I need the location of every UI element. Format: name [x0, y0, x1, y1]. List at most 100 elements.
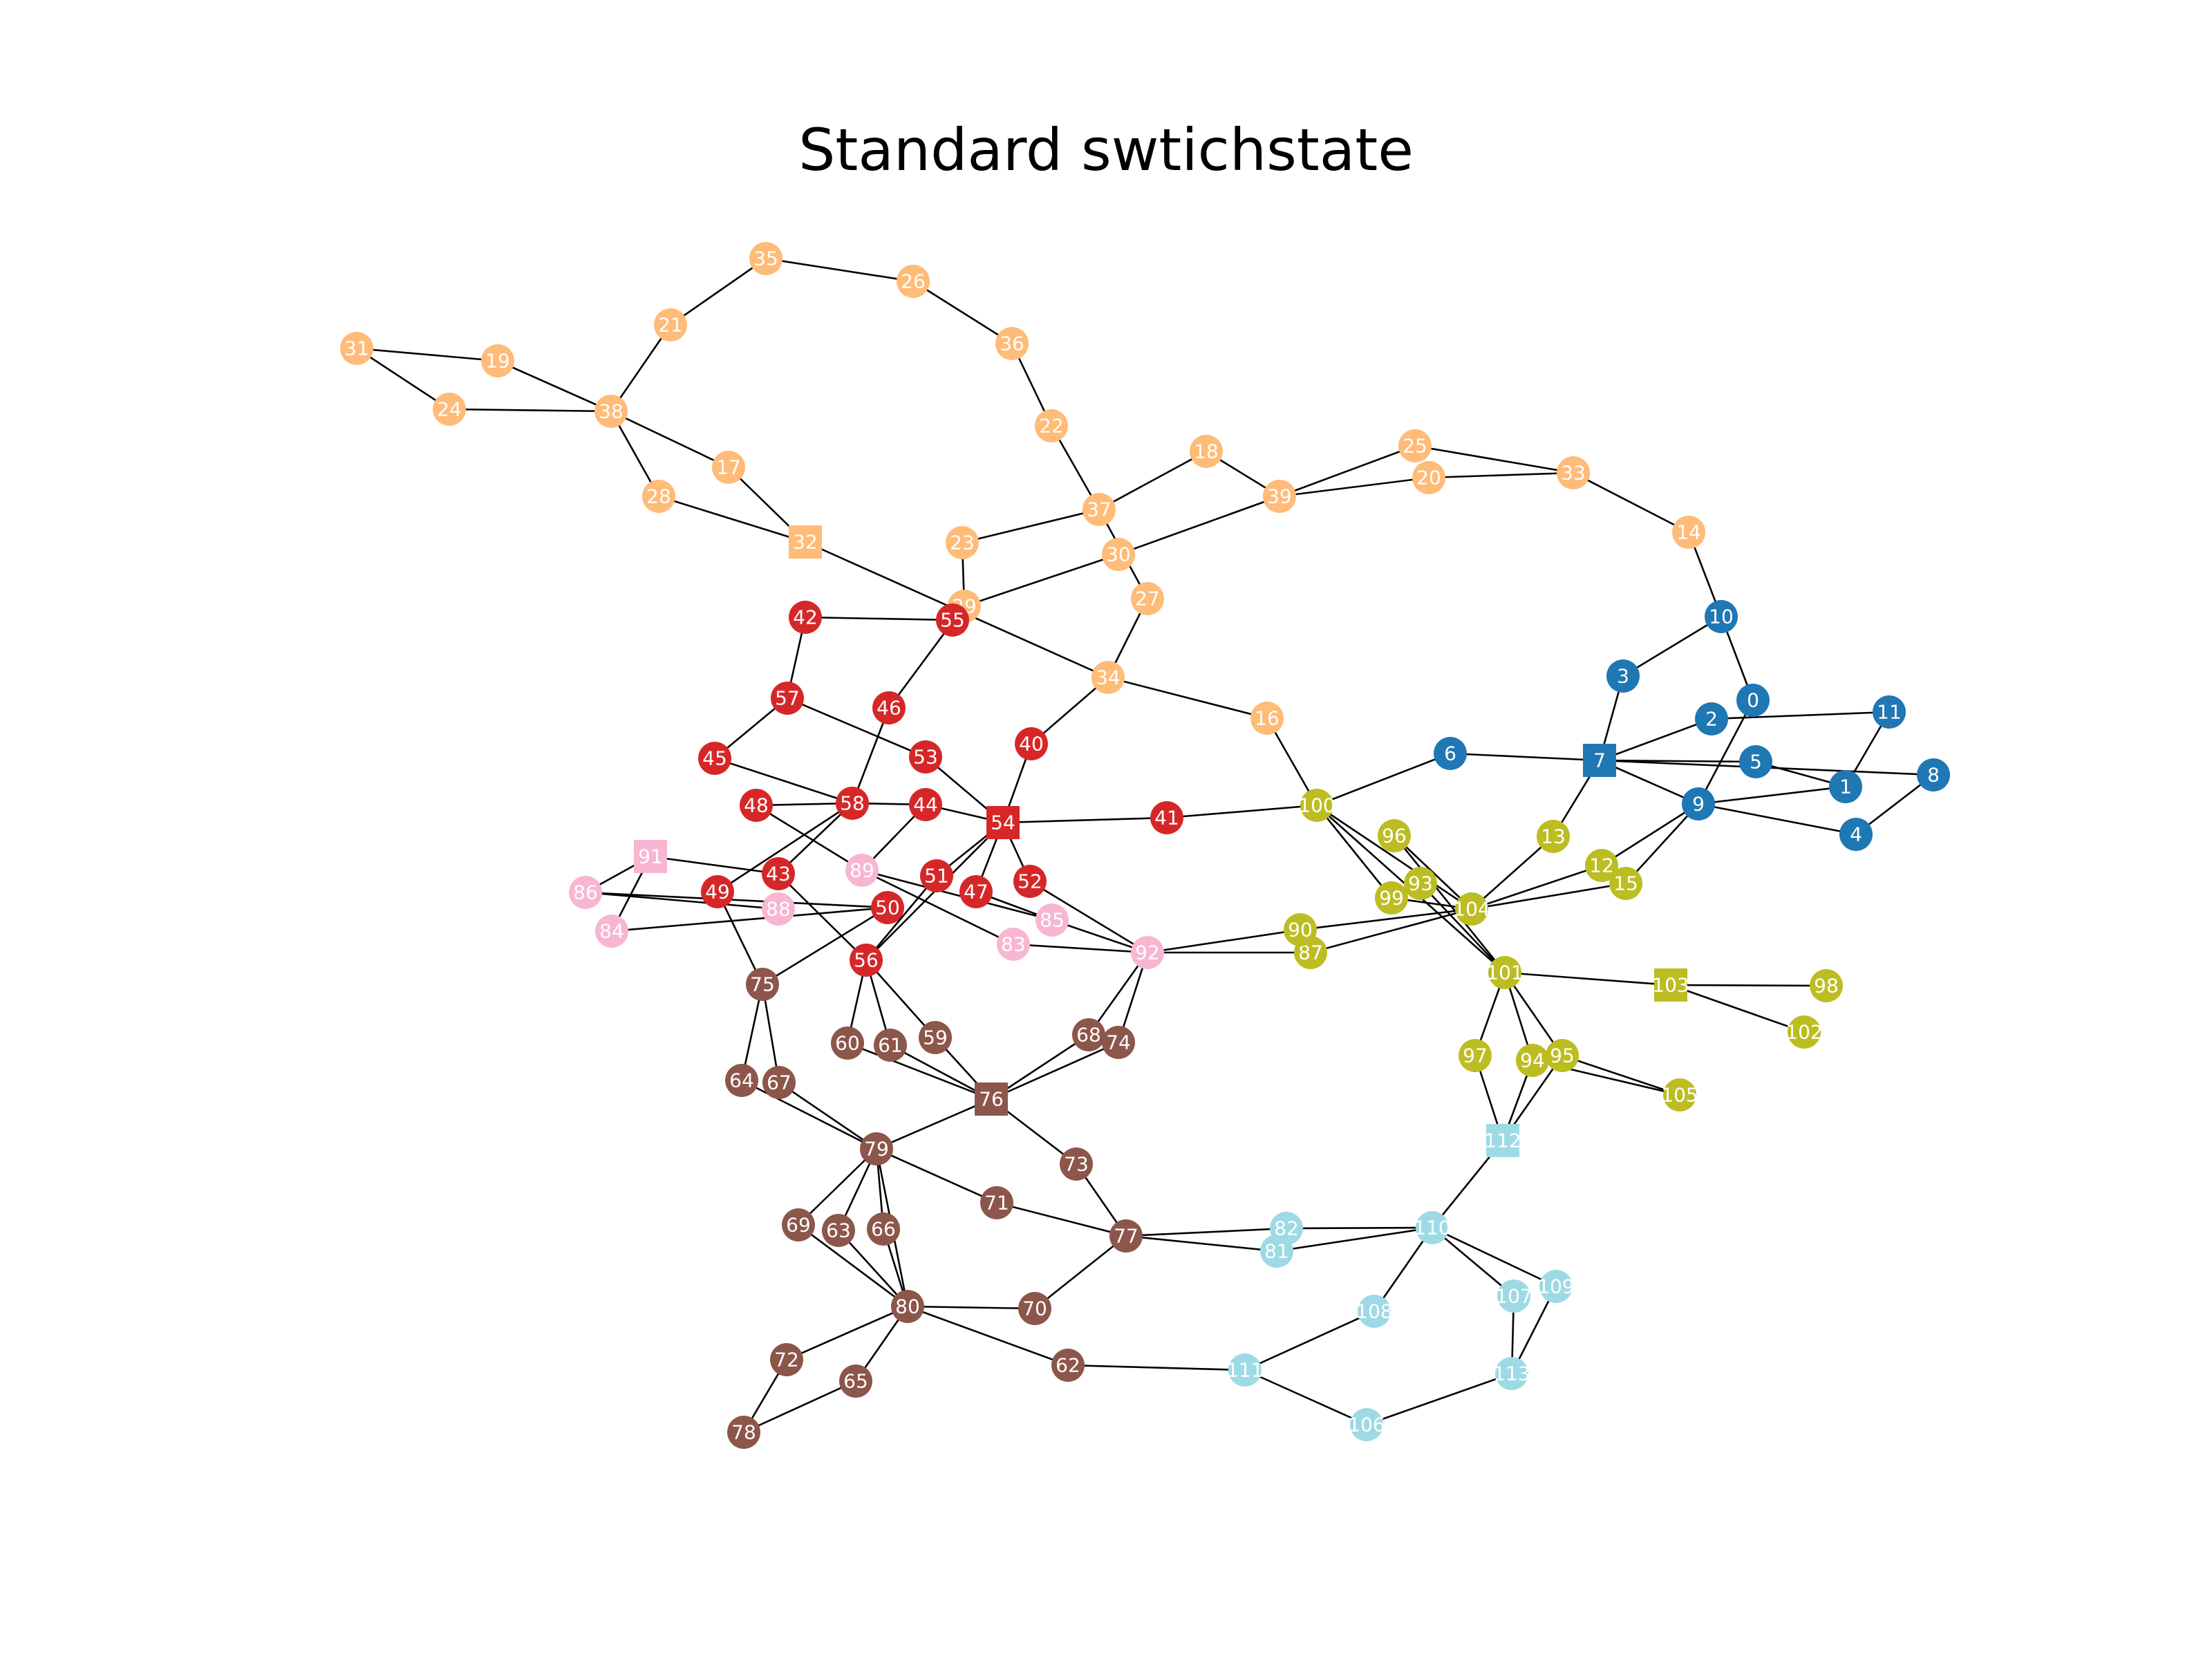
node-circle-79	[860, 1132, 893, 1165]
node-label-52: 52	[1018, 870, 1042, 893]
edge-50-84	[611, 906, 888, 932]
edge-50-86	[585, 891, 888, 909]
node-92: 92	[1131, 936, 1164, 969]
node-88: 88	[762, 892, 795, 926]
node-circle-47	[959, 875, 993, 908]
node-circle-89	[845, 854, 879, 887]
node-label-27: 27	[1135, 588, 1160, 610]
node-36: 36	[995, 327, 1029, 360]
edge-57-53	[787, 697, 926, 758]
node-label-79: 79	[864, 1138, 889, 1161]
node-15: 15	[1609, 867, 1642, 900]
node-circle-6	[1434, 737, 1467, 770]
node-60: 60	[831, 1027, 864, 1060]
node-circle-97	[1459, 1039, 1492, 1072]
node-circle-46	[872, 691, 906, 724]
node-label-74: 74	[1106, 1031, 1131, 1054]
node-circle-4	[1839, 818, 1873, 851]
node-circle-38	[594, 395, 628, 428]
node-93: 93	[1404, 867, 1437, 900]
node-label-72: 72	[774, 1349, 799, 1371]
node-circle-57	[771, 682, 804, 715]
node-label-105: 105	[1661, 1084, 1698, 1107]
node-circle-82	[1270, 1212, 1303, 1245]
node-label-107: 107	[1495, 1285, 1532, 1308]
node-circle-67	[762, 1066, 796, 1099]
node-square-76	[975, 1082, 1008, 1116]
node-circle-58	[836, 787, 869, 820]
node-59: 59	[919, 1021, 952, 1054]
node-circle-44	[909, 788, 942, 821]
edge-63-80	[838, 1230, 908, 1307]
node-96: 96	[1378, 819, 1411, 852]
node-circle-43	[762, 857, 795, 890]
node-label-45: 45	[702, 747, 727, 770]
edge-95-105	[1562, 1054, 1680, 1096]
node-label-28: 28	[646, 485, 671, 508]
node-circle-71	[980, 1186, 1013, 1219]
node-label-33: 33	[1561, 462, 1586, 485]
node-circle-49	[701, 875, 734, 908]
node-circle-61	[874, 1029, 907, 1062]
node-circle-34	[1091, 661, 1125, 694]
node-circle-80	[891, 1290, 924, 1323]
node-label-40: 40	[1019, 733, 1044, 756]
node-90: 90	[1284, 913, 1317, 946]
node-label-20: 20	[1416, 467, 1441, 489]
node-circle-60	[831, 1027, 864, 1060]
node-circle-66	[867, 1212, 900, 1246]
node-78: 78	[727, 1416, 760, 1449]
node-51: 51	[920, 859, 953, 892]
node-97: 97	[1459, 1039, 1492, 1072]
node-label-104: 104	[1453, 898, 1490, 921]
node-circle-74	[1102, 1026, 1135, 1059]
node-circle-100	[1300, 789, 1333, 822]
node-105: 105	[1661, 1078, 1698, 1112]
node-circle-85	[1035, 903, 1069, 937]
node-label-31: 31	[344, 337, 369, 360]
node-label-32: 32	[793, 531, 818, 554]
node-label-100: 100	[1298, 794, 1335, 817]
node-circle-52	[1013, 865, 1047, 898]
node-square-91	[634, 840, 667, 873]
edge-76-79	[876, 1098, 992, 1150]
node-label-85: 85	[1040, 909, 1065, 932]
node-47: 47	[959, 875, 993, 908]
node-circle-92	[1131, 936, 1164, 969]
node-102: 102	[1785, 1015, 1823, 1049]
node-108: 108	[1356, 1295, 1393, 1328]
node-circle-1	[1829, 770, 1862, 803]
node-label-4: 4	[1850, 823, 1862, 846]
node-label-99: 99	[1379, 887, 1404, 910]
node-circle-28	[642, 480, 675, 513]
node-circle-73	[1060, 1147, 1093, 1181]
node-16: 16	[1250, 702, 1284, 735]
node-label-47: 47	[964, 881, 988, 903]
node-28: 28	[642, 480, 675, 513]
node-label-88: 88	[766, 898, 791, 921]
node-label-53: 53	[913, 746, 938, 769]
node-94: 94	[1516, 1044, 1549, 1077]
node-label-110: 110	[1414, 1217, 1450, 1239]
node-circle-45	[698, 742, 731, 775]
edge-37-18	[1098, 450, 1207, 511]
node-label-91: 91	[638, 845, 663, 868]
edge-77-70	[1034, 1235, 1127, 1310]
node-label-11: 11	[1877, 701, 1902, 724]
edge-56-59	[865, 959, 936, 1038]
node-label-98: 98	[1814, 975, 1839, 997]
node-1: 1	[1829, 770, 1862, 803]
edge-51-56	[865, 875, 937, 961]
node-38: 38	[594, 395, 628, 428]
node-label-1: 1	[1839, 776, 1852, 798]
node-label-50: 50	[875, 897, 900, 919]
edge-26-36	[912, 280, 1013, 345]
node-80: 80	[891, 1290, 924, 1323]
node-label-112: 112	[1484, 1130, 1521, 1152]
edge-6-7	[1450, 752, 1600, 762]
node-label-43: 43	[766, 863, 791, 885]
node-30: 30	[1102, 538, 1135, 571]
node-label-3: 3	[1617, 665, 1629, 688]
node-circle-107	[1497, 1280, 1530, 1313]
node-label-35: 35	[753, 247, 778, 270]
